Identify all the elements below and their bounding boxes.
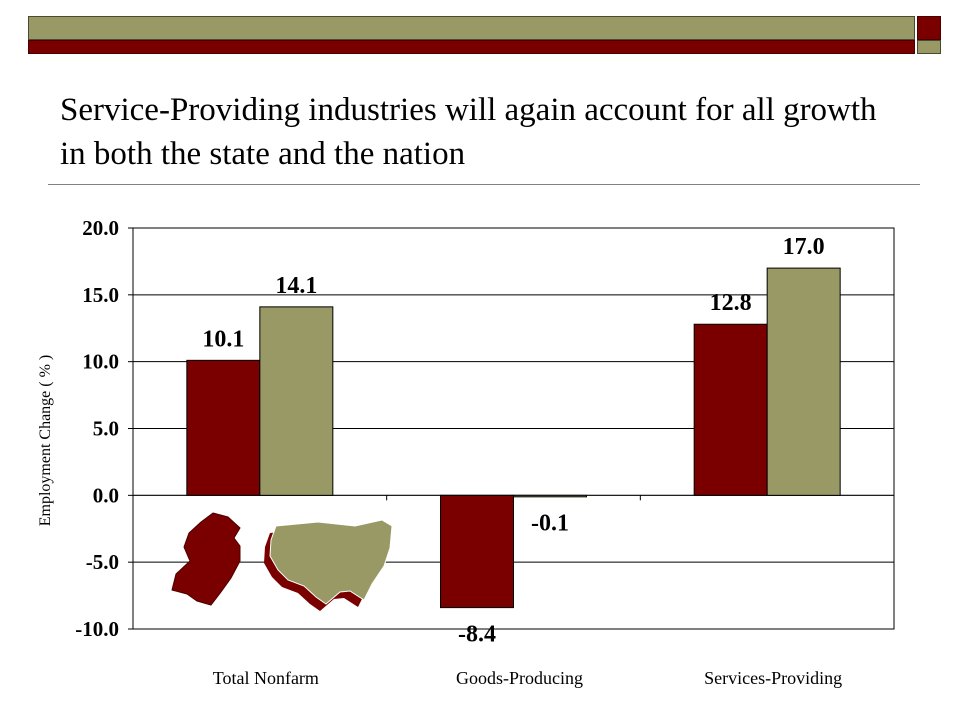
category-label: Total Nonfarm <box>213 668 319 688</box>
category-label: Services-Providing <box>704 668 842 688</box>
y-tick-label: 15.0 <box>82 283 119 307</box>
data-label: 12.8 <box>710 290 752 316</box>
data-label: 10.1 <box>202 326 244 352</box>
y-tick-label: 5.0 <box>93 417 119 441</box>
title-divider <box>48 184 920 185</box>
bar-new-jersey <box>693 323 768 496</box>
y-tick-label: 0.0 <box>93 483 119 507</box>
y-tick-label: 10.0 <box>82 350 119 374</box>
new-jersey-map-icon <box>171 512 241 606</box>
header-maroon-bar <box>28 40 915 54</box>
y-tick-label: 20.0 <box>82 216 119 240</box>
data-label: -0.1 <box>531 511 569 537</box>
data-label: -8.4 <box>458 622 496 648</box>
header-olive-square <box>917 40 941 54</box>
header-maroon-square <box>917 16 941 40</box>
us-map-icon <box>269 519 393 605</box>
y-tick-label: -10.0 <box>75 617 119 641</box>
category-label: Goods-Producing <box>456 668 583 688</box>
bar-new-jersey <box>186 359 261 496</box>
bar-nation <box>513 494 587 498</box>
bar-new-jersey <box>440 494 514 609</box>
y-axis-label: Employment Change ( % ) <box>37 355 54 527</box>
data-label: 14.1 <box>275 273 317 299</box>
data-label: 17.0 <box>783 234 825 260</box>
header-olive-bar <box>28 16 915 40</box>
bar-nation <box>259 306 334 496</box>
slide-title: Service-Providing industries will again … <box>60 92 877 172</box>
bar-nation <box>766 267 841 496</box>
y-tick-label: -5.0 <box>86 550 119 574</box>
